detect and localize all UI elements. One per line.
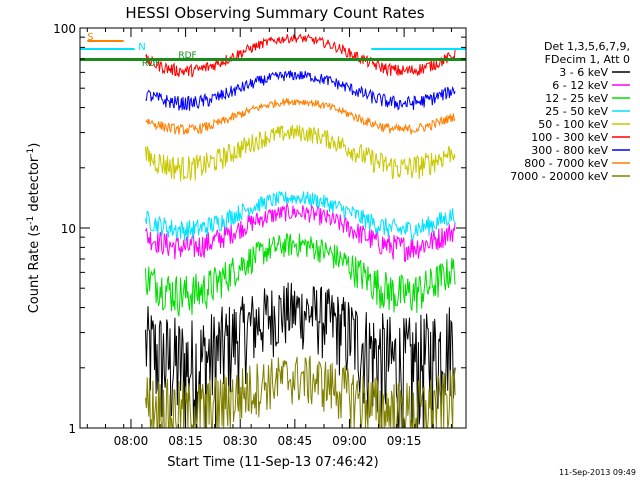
flag-bar-s xyxy=(87,40,124,42)
axes: 08:00 08:15 08:30 08:45 09:00 09:15 1 10 100 xyxy=(53,22,466,448)
legend-label-2: 12 - 25 keV xyxy=(545,92,608,105)
legend-header-1: FDecim 1, Att 0 xyxy=(545,53,630,66)
legend-label-6: 300 - 800 keV xyxy=(531,144,608,157)
legend-label-4: 50 - 100 keV xyxy=(538,118,608,131)
x-tick-label-3: 08:45 xyxy=(278,434,313,448)
x-tick-label-4: 09:00 xyxy=(332,434,367,448)
series-line-3 xyxy=(145,191,456,242)
legend-label-1: 6 - 12 keV xyxy=(552,79,608,92)
series-line-5 xyxy=(145,33,456,78)
series-line-1 xyxy=(145,202,456,263)
footer-date: 11-Sep-2013 09:49 xyxy=(559,468,636,477)
flag-label-rdf-2: RDF xyxy=(178,51,196,61)
y-tick-label-2: 100 xyxy=(53,22,76,36)
series-line-7 xyxy=(145,98,456,135)
plot-area: S N RDF RDF xyxy=(80,32,466,429)
flag-label-n: N xyxy=(138,42,145,53)
x-axis-label: Start Time (11-Sep-13 07:46:42) xyxy=(167,455,378,470)
x-tick-label-1: 08:15 xyxy=(168,434,203,448)
legend-label-3: 25 - 50 keV xyxy=(545,105,608,118)
series-line-2 xyxy=(145,233,456,317)
flag-bar-rdf xyxy=(80,58,466,61)
x-tick-label-5: 09:15 xyxy=(387,434,422,448)
flag-bar-n-2 xyxy=(371,48,466,50)
legend-label-5: 100 - 300 keV xyxy=(531,131,608,144)
legend: Det 1,3,5,6,7,9,FDecim 1, Att 03 - 6 keV… xyxy=(510,40,630,183)
y-tick-label-0: 1 xyxy=(68,422,76,436)
legend-header-0: Det 1,3,5,6,7,9, xyxy=(544,40,630,53)
series-line-4 xyxy=(145,124,456,182)
x-tick-label-0: 08:00 xyxy=(114,434,149,448)
flag-label-s: S xyxy=(87,32,93,43)
legend-label-7: 800 - 7000 keV xyxy=(524,157,608,170)
y-tick-label-1: 10 xyxy=(61,222,76,236)
flag-label-rdf-1: RDF xyxy=(142,59,160,69)
x-tick-label-2: 08:30 xyxy=(223,434,258,448)
legend-label-8: 7000 - 20000 keV xyxy=(510,170,608,183)
y-axis-label: Count Rate (s-1 detector-1) xyxy=(26,143,42,314)
series-line-6 xyxy=(145,70,456,111)
flag-bar-n xyxy=(80,48,135,50)
series-line-8 xyxy=(145,355,456,429)
legend-label-0: 3 - 6 keV xyxy=(559,66,608,79)
chart-title: HESSI Observing Summary Count Rates xyxy=(125,4,424,22)
